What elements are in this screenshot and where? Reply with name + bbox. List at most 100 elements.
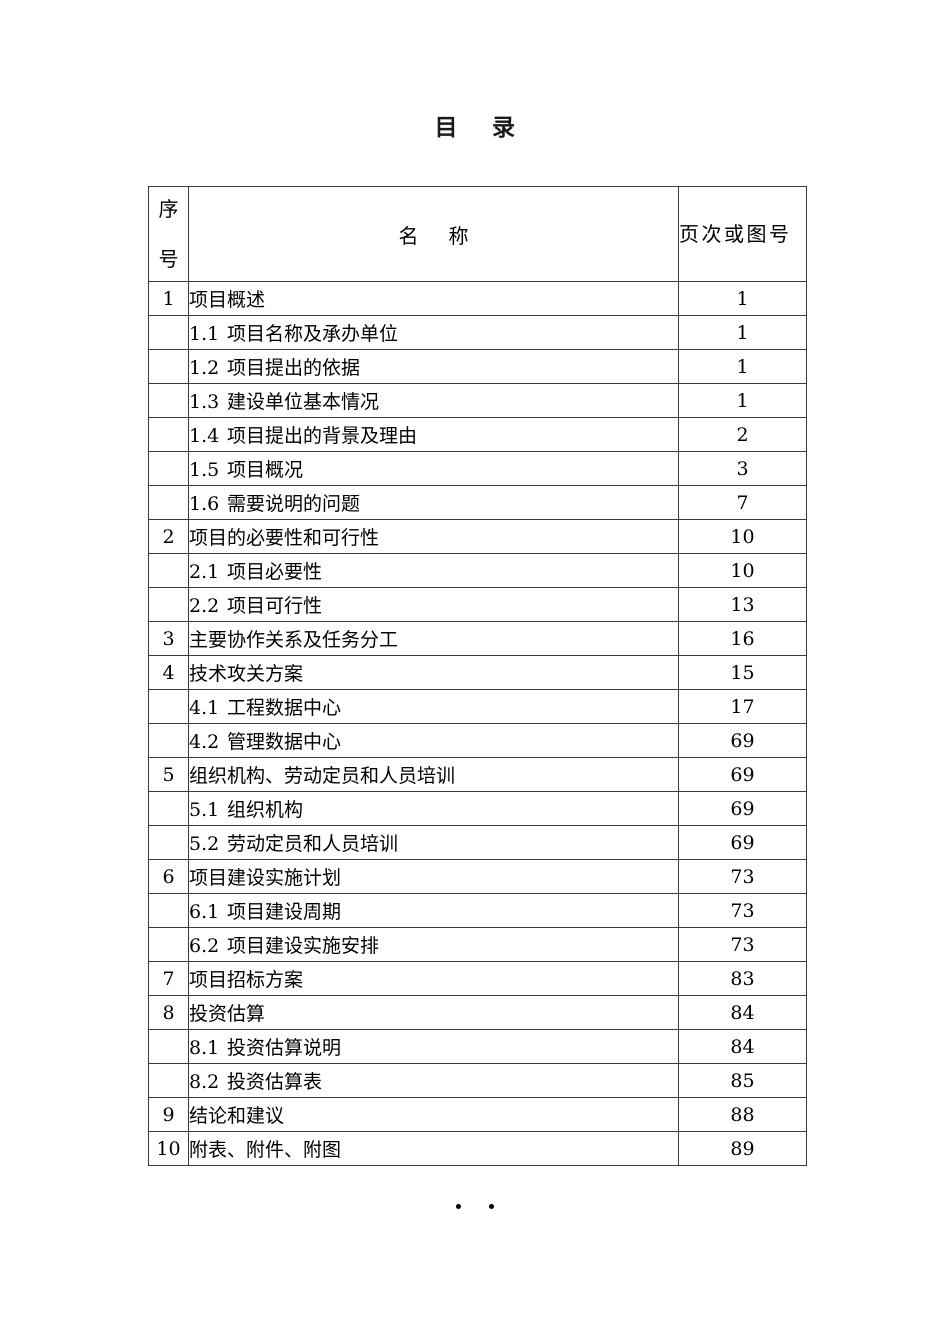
cell-entry-number: 1.2 (189, 357, 220, 379)
cell-entry-name[interactable]: 技术攻关方案 (188, 655, 679, 690)
cell-entry-name[interactable]: 2.2 项目可行性 (188, 587, 679, 622)
cell-page-no: 1 (678, 281, 807, 316)
cell-page-no: 1 (678, 315, 807, 350)
page-title-char-2: 录 (492, 114, 516, 141)
cell-entry-name[interactable]: 1.2 项目提出的依据 (188, 349, 679, 384)
table-row: 5.1 组织机构 69 (148, 791, 807, 826)
cell-entry-name[interactable]: 4.2 管理数据中心 (188, 723, 679, 758)
cell-entry-text: 建设单位基本情况 (227, 391, 380, 413)
cell-page-no: 1 (678, 349, 807, 384)
cell-sequence-no (148, 825, 189, 860)
footer-dot-2 (489, 1203, 494, 1209)
cell-entry-name[interactable]: 主要协作关系及任务分工 (188, 621, 679, 656)
cell-entry-name[interactable]: 1.5 项目概况 (188, 451, 679, 486)
column-header-name-char-2: 称 (448, 223, 469, 248)
cell-sequence-no (148, 417, 189, 452)
cell-sequence-no: 1 (148, 281, 189, 316)
cell-entry-name[interactable]: 2.1 项目必要性 (188, 553, 679, 588)
cell-page-no: 16 (678, 621, 807, 656)
cell-page-no: 1 (678, 383, 807, 418)
cell-entry-text: 项目建设实施计划 (189, 867, 342, 889)
table-row: 3 主要协作关系及任务分工 16 (148, 621, 807, 656)
cell-page-no: 10 (678, 519, 807, 554)
cell-entry-name[interactable]: 5.2 劳动定员和人员培训 (188, 825, 679, 860)
cell-entry-text: 项目概述 (189, 289, 266, 311)
cell-page-no: 3 (678, 451, 807, 486)
cell-entry-number: 8.1 (189, 1037, 220, 1059)
cell-entry-number: 1.5 (189, 459, 220, 481)
cell-entry-name[interactable]: 6.1 项目建设周期 (188, 893, 679, 928)
cell-page-no: 88 (678, 1097, 807, 1132)
cell-entry-name[interactable]: 项目概述 (188, 281, 679, 316)
cell-entry-text: 项目提出的背景及理由 (227, 425, 418, 447)
cell-page-no: 69 (678, 723, 807, 758)
cell-entry-name[interactable]: 结论和建议 (188, 1097, 679, 1132)
cell-entry-number: 1.4 (189, 425, 220, 447)
cell-sequence-no: 7 (148, 961, 189, 996)
cell-sequence-no (148, 485, 189, 520)
cell-page-no: 73 (678, 859, 807, 894)
cell-sequence-no: 8 (148, 995, 189, 1030)
cell-sequence-no (148, 791, 189, 826)
cell-entry-text: 项目名称及承办单位 (227, 323, 399, 345)
table-row: 2.2 项目可行性 13 (148, 587, 807, 622)
cell-page-no: 69 (678, 825, 807, 860)
cell-entry-name[interactable]: 附表、附件、附图 (188, 1131, 679, 1166)
cell-entry-text: 项目招标方案 (189, 969, 304, 991)
cell-entry-name[interactable]: 8.1 投资估算说明 (188, 1029, 679, 1064)
cell-entry-name[interactable]: 4.1 工程数据中心 (188, 689, 679, 724)
table-row: 4 技术攻关方案 15 (148, 655, 807, 690)
cell-sequence-no (148, 451, 189, 486)
cell-entry-text: 管理数据中心 (227, 731, 342, 753)
cell-entry-name[interactable]: 项目的必要性和可行性 (188, 519, 679, 554)
cell-entry-text: 劳动定员和人员培训 (227, 833, 399, 855)
cell-entry-text: 项目的必要性和可行性 (189, 527, 380, 549)
cell-entry-name[interactable]: 项目招标方案 (188, 961, 679, 996)
column-header-page-or-figure-no: 页次或图号 (678, 186, 807, 282)
cell-page-no: 69 (678, 757, 807, 792)
cell-entry-text: 工程数据中心 (227, 697, 342, 719)
cell-page-no: 84 (678, 1029, 807, 1064)
table-row: 5.2 劳动定员和人员培训 69 (148, 825, 807, 860)
cell-entry-name[interactable]: 1.1 项目名称及承办单位 (188, 315, 679, 350)
cell-entry-number: 4.2 (189, 731, 220, 753)
table-of-contents: 序 号 名称 页次或图号 1 项目概述 1 1.1 项目名称及承办单位 1 1.2 项目提… (148, 186, 807, 1166)
cell-entry-text: 附表、附件、附图 (189, 1139, 342, 1161)
cell-entry-name[interactable]: 5.1 组织机构 (188, 791, 679, 826)
cell-entry-name[interactable]: 1.3 建设单位基本情况 (188, 383, 679, 418)
cell-entry-number: 5.2 (189, 833, 220, 855)
cell-entry-number: 6.2 (189, 935, 220, 957)
column-header-sequence-line2: 号 (158, 247, 179, 271)
table-row: 6.1 项目建设周期 73 (148, 893, 807, 928)
cell-sequence-no: 3 (148, 621, 189, 656)
cell-entry-name[interactable]: 1.6 需要说明的问题 (188, 485, 679, 520)
cell-sequence-no (148, 349, 189, 384)
cell-entry-number: 8.2 (189, 1071, 220, 1093)
cell-sequence-no (148, 315, 189, 350)
table-row: 1.2 项目提出的依据 1 (148, 349, 807, 384)
table-body: 1 项目概述 1 1.1 项目名称及承办单位 1 1.2 项目提出的依据 1 1.3 建设单位… (148, 281, 807, 1166)
column-header-sequence-no: 序 号 (148, 186, 189, 282)
cell-sequence-no (148, 723, 189, 758)
cell-entry-name[interactable]: 8.2 投资估算表 (188, 1063, 679, 1098)
cell-entry-name[interactable]: 1.4 项目提出的背景及理由 (188, 417, 679, 452)
cell-entry-number: 2.1 (189, 561, 220, 583)
cell-page-no: 85 (678, 1063, 807, 1098)
cell-entry-name[interactable]: 项目建设实施计划 (188, 859, 679, 894)
cell-entry-text: 技术攻关方案 (189, 663, 304, 685)
cell-entry-text: 项目建设周期 (227, 901, 342, 923)
cell-page-no: 89 (678, 1131, 807, 1166)
cell-entry-text: 项目可行性 (227, 595, 323, 617)
table-row: 8 投资估算 84 (148, 995, 807, 1030)
cell-entry-text: 项目提出的依据 (227, 357, 361, 379)
table-row: 8.2 投资估算表 85 (148, 1063, 807, 1098)
cell-page-no: 83 (678, 961, 807, 996)
cell-entry-name[interactable]: 投资估算 (188, 995, 679, 1030)
cell-entry-name[interactable]: 6.2 项目建设实施安排 (188, 927, 679, 962)
table-row: 2.1 项目必要性 10 (148, 553, 807, 588)
cell-entry-number: 4.1 (189, 697, 220, 719)
table-row: 10 附表、附件、附图 89 (148, 1131, 807, 1166)
cell-sequence-no (148, 587, 189, 622)
cell-entry-name[interactable]: 组织机构、劳动定员和人员培训 (188, 757, 679, 792)
